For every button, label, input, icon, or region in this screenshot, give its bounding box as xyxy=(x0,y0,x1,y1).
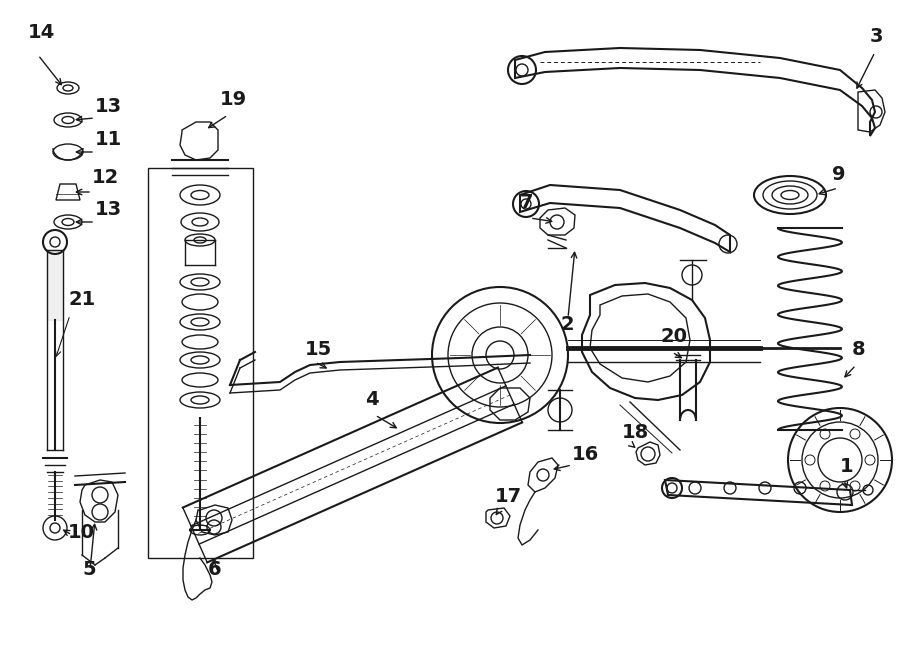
Text: 8: 8 xyxy=(852,340,866,359)
Text: 13: 13 xyxy=(95,97,122,116)
Text: 7: 7 xyxy=(520,193,534,212)
Text: 10: 10 xyxy=(68,523,95,542)
Text: 11: 11 xyxy=(95,130,122,149)
Text: 5: 5 xyxy=(82,560,95,579)
Bar xyxy=(148,168,253,558)
Text: 16: 16 xyxy=(572,445,599,464)
Text: 1: 1 xyxy=(840,457,853,476)
Text: 19: 19 xyxy=(220,90,248,109)
Text: 2: 2 xyxy=(560,315,573,334)
Text: 14: 14 xyxy=(28,23,55,42)
Text: 21: 21 xyxy=(68,290,95,309)
Text: 9: 9 xyxy=(832,165,845,184)
Text: 13: 13 xyxy=(95,200,122,219)
Text: 15: 15 xyxy=(305,340,332,359)
Text: 3: 3 xyxy=(870,27,884,46)
Text: 17: 17 xyxy=(495,487,522,506)
Text: 18: 18 xyxy=(622,423,649,442)
Text: 12: 12 xyxy=(92,168,119,187)
Text: 4: 4 xyxy=(365,390,379,409)
Text: 6: 6 xyxy=(208,560,221,579)
Text: 20: 20 xyxy=(660,327,687,346)
